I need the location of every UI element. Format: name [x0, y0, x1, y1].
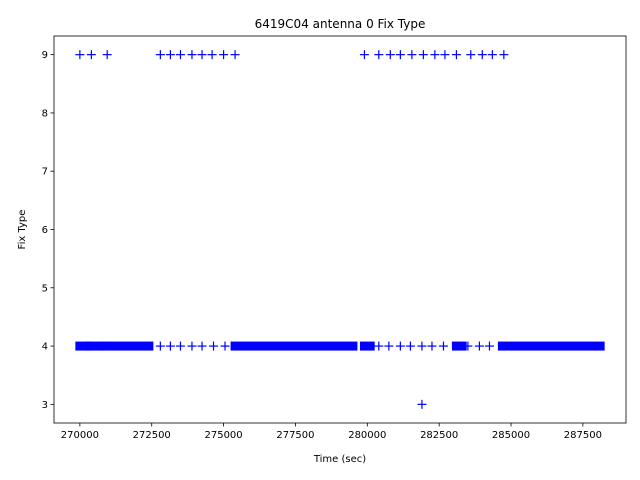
data-point — [187, 341, 197, 351]
dense-point-run — [101, 341, 154, 351]
data-points — [75, 50, 605, 409]
data-point — [417, 341, 427, 351]
data-point — [451, 50, 461, 60]
data-point — [197, 341, 207, 351]
x-tick-label: 270000 — [61, 430, 99, 441]
y-tick-label: 3 — [42, 400, 48, 411]
data-point — [175, 341, 185, 351]
dense-point-run — [497, 341, 605, 351]
data-point — [463, 341, 473, 351]
data-point — [407, 50, 417, 60]
data-point — [187, 50, 197, 60]
data-point — [395, 50, 405, 60]
data-point — [86, 50, 96, 60]
data-point — [477, 50, 487, 60]
data-point — [374, 341, 384, 351]
data-point — [165, 341, 175, 351]
data-point — [374, 50, 384, 60]
data-point — [359, 50, 369, 60]
data-point — [487, 50, 497, 60]
data-point — [474, 341, 484, 351]
dense-point-run — [230, 341, 358, 351]
data-point — [86, 341, 96, 351]
x-tick-label: 287500 — [564, 430, 602, 441]
y-tick-label: 8 — [42, 108, 48, 119]
data-point — [220, 341, 230, 351]
data-point — [405, 341, 415, 351]
y-axis-title: Fix Type — [17, 210, 28, 250]
data-point — [417, 399, 427, 409]
x-tick-label: 280000 — [348, 430, 386, 441]
data-point — [466, 50, 476, 60]
x-tick-label: 282500 — [420, 430, 458, 441]
y-tick-label: 6 — [42, 225, 48, 236]
data-point — [440, 50, 450, 60]
data-point — [499, 50, 509, 60]
data-point — [155, 50, 165, 60]
data-point — [395, 341, 405, 351]
x-tick-label: 272500 — [133, 430, 171, 441]
data-point — [438, 341, 448, 351]
data-point — [230, 50, 240, 60]
data-point — [209, 341, 219, 351]
data-point — [102, 341, 112, 351]
data-point — [384, 341, 394, 351]
dense-point-run — [75, 341, 91, 351]
y-tick-label: 9 — [42, 50, 48, 61]
dense-point-run — [451, 341, 467, 351]
data-point — [197, 50, 207, 60]
dense-point-run — [359, 341, 375, 351]
data-point — [484, 341, 494, 351]
data-point — [385, 50, 395, 60]
data-point — [427, 341, 437, 351]
chart-title: 6419C04 antenna 0 Fix Type — [255, 17, 426, 31]
data-point — [75, 50, 85, 60]
x-axis-ticks: 270000 272500 275000 277500 280000 282500 2850… — [61, 423, 602, 441]
data-point — [175, 50, 185, 60]
data-point — [430, 50, 440, 60]
data-point — [155, 341, 165, 351]
x-tick-label: 275000 — [204, 430, 242, 441]
data-point — [418, 50, 428, 60]
data-point — [102, 50, 112, 60]
x-axis-title: Time (sec) — [313, 454, 366, 465]
y-axis-ticks: 3 4 5 6 7 8 9 — [42, 50, 54, 411]
data-point — [207, 50, 217, 60]
y-tick-label: 5 — [42, 283, 48, 294]
plot-area — [54, 36, 626, 423]
x-tick-label: 277500 — [276, 430, 314, 441]
y-tick-label: 7 — [42, 167, 48, 178]
x-tick-label: 285000 — [492, 430, 530, 441]
data-point — [165, 50, 175, 60]
data-point — [219, 50, 229, 60]
y-tick-label: 4 — [42, 342, 48, 353]
